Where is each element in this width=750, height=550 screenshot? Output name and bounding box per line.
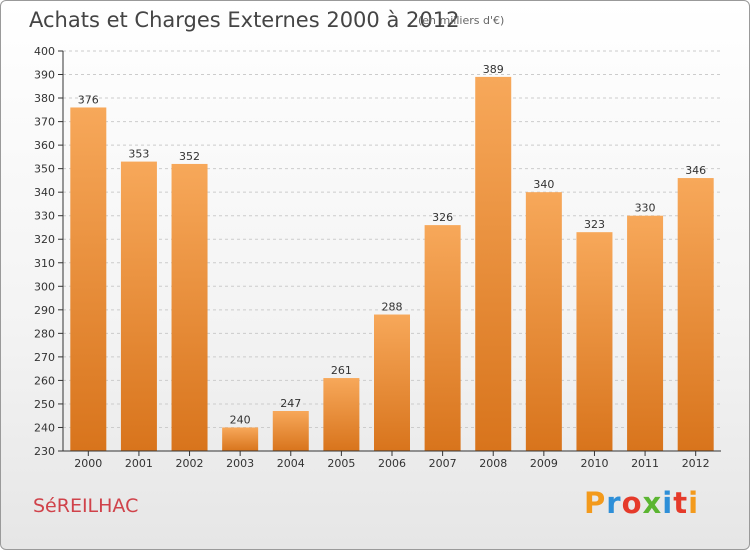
data-label: 323 [584,218,605,231]
chart-title: Achats et Charges Externes 2000 à 2012 [29,8,460,32]
bar [323,378,360,451]
data-label: 346 [685,164,706,177]
bars: 376 353 352 240 247 261 288 326 389 340 323 330 346 [70,63,714,452]
x-tick-label: 2010 [580,457,608,470]
y-tick-label: 350 [34,163,55,176]
x-tick-label: 2011 [631,457,659,470]
x-tick-label: 2004 [277,457,305,470]
bar [627,215,664,451]
data-label: 261 [331,364,352,377]
x-tick-label: 2002 [176,457,204,470]
logo-letter: x [642,486,663,520]
bar [171,163,208,452]
y-tick-label: 340 [34,186,55,199]
chart-unit: (en milliers d'€) [418,14,505,27]
data-label: 340 [533,178,554,191]
data-label: 240 [230,413,251,426]
y-tick-label: 320 [34,233,55,246]
data-label: 353 [128,148,149,161]
proxiti-logo: Proxiti [584,486,699,520]
bar [222,427,259,451]
bar [272,411,309,451]
y-tick-label: 230 [34,445,55,458]
y-tick-label: 330 [34,210,55,223]
bar [120,161,157,451]
logo-letter: t [673,486,689,520]
data-label: 247 [280,397,301,410]
x-tick-label: 2003 [226,457,254,470]
bar [525,192,562,452]
y-tick-label: 250 [34,398,55,411]
y-tick-label: 260 [34,374,55,387]
x-tick-label: 2008 [479,457,507,470]
commune-name: SéREILHAC [33,495,139,517]
logo-letter: P [584,486,607,520]
y-tick-label: 300 [34,280,55,293]
y-tick-label: 370 [34,116,55,129]
data-label: 376 [78,93,99,106]
data-label: 326 [432,211,453,224]
y-tick-label: 280 [34,327,55,340]
data-label: 288 [382,301,403,314]
y-tick-label: 400 [34,45,55,58]
x-tick-label: 2005 [327,457,355,470]
x-tick-label: 2006 [378,457,406,470]
x-tick-label: 2009 [530,457,558,470]
data-label: 389 [483,63,504,76]
logo-letter: o [621,486,643,520]
x-tick-label: 2007 [429,457,457,470]
bar [576,232,613,451]
axes: 230 240 250 260 270 280 290 300 310 320 330 340 350 3… [34,45,721,470]
logo-letter: i [662,486,674,520]
bar [475,76,512,451]
data-label: 330 [635,202,656,215]
y-tick-label: 240 [34,421,55,434]
y-tick-label: 310 [34,257,55,270]
bar [374,314,410,451]
y-tick-label: 290 [34,304,55,317]
logo-letter: i [688,486,700,520]
y-tick-label: 270 [34,351,55,364]
x-tick-label: 2000 [74,457,102,470]
y-tick-label: 360 [34,139,55,152]
bar [70,107,107,452]
data-label: 352 [179,150,200,163]
logo-letter: r [606,486,622,520]
x-tick-label: 2001 [125,457,153,470]
x-tick-label: 2012 [682,457,710,470]
bar [677,178,714,451]
y-tick-label: 390 [34,69,55,82]
bar [424,225,461,451]
y-tick-label: 380 [34,92,55,105]
